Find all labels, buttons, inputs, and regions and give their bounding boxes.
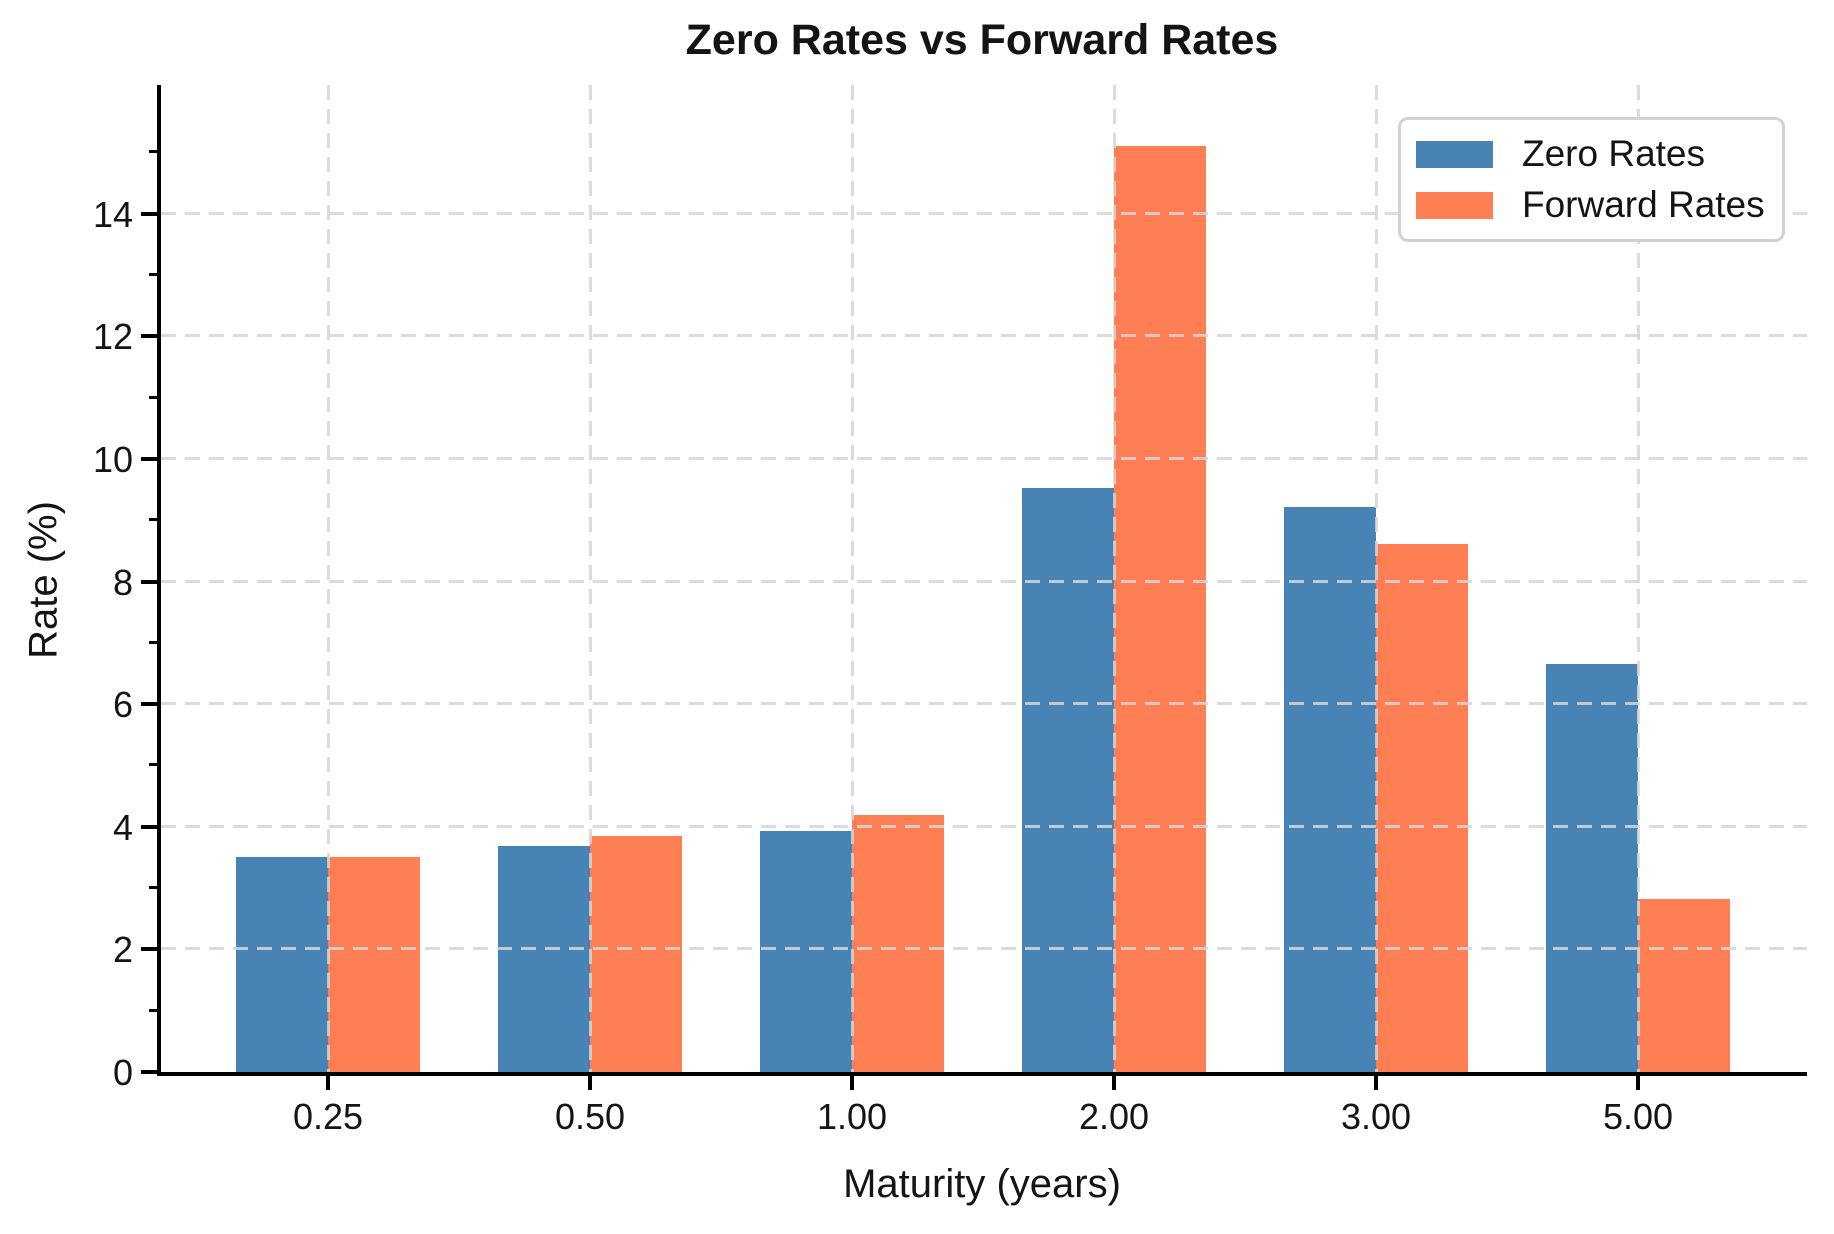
bar-zero-rates-5.00	[1546, 664, 1638, 1072]
y-tick-label: 8	[112, 562, 133, 603]
grid-line-y-8	[161, 580, 1807, 583]
y-axis-label: Rate (%)	[21, 501, 66, 659]
y-tick-minor-7	[149, 641, 161, 644]
x-tick-2.00	[1112, 1072, 1116, 1090]
y-tick-label: 4	[112, 807, 133, 848]
bar-zero-rates-3.00	[1284, 507, 1376, 1072]
x-tick-0.25	[326, 1072, 330, 1090]
y-tick-label: 14	[92, 194, 133, 235]
y-tick-label: 2	[112, 929, 133, 970]
y-tick-8	[141, 580, 161, 584]
y-tick-12	[141, 334, 161, 338]
bar-forward-rates-5.00	[1638, 899, 1730, 1072]
bar-forward-rates-1.00	[852, 815, 944, 1072]
bar-forward-rates-0.50	[590, 836, 682, 1072]
x-tick-label: 1.00	[816, 1096, 888, 1137]
y-tick-minor-15	[149, 150, 161, 153]
x-tick-5.00	[1636, 1072, 1640, 1090]
y-tick-2	[141, 947, 161, 951]
x-tick-3.00	[1374, 1072, 1378, 1090]
y-tick-label: 6	[112, 684, 133, 725]
x-axis-label: Maturity (years)	[843, 1162, 1121, 1206]
y-tick-label: 10	[92, 439, 133, 480]
zero-rates-swatch	[1416, 140, 1493, 168]
y-tick-minor-5	[149, 763, 161, 766]
x-tick-label: 5.00	[1602, 1096, 1674, 1137]
legend-label-forward-rates: Forward Rates	[1522, 184, 1765, 225]
y-tick-14	[141, 212, 161, 216]
bar-forward-rates-0.25	[328, 857, 420, 1072]
x-tick-label: 2.00	[1078, 1096, 1150, 1137]
x-tick-label: 3.00	[1340, 1096, 1412, 1137]
legend-item-zero-rates: Zero Rates	[1416, 133, 1764, 175]
bar-forward-rates-2.00	[1114, 146, 1206, 1072]
y-tick-label: 12	[92, 316, 133, 357]
y-tick-4	[141, 825, 161, 829]
legend-item-forward-rates: Forward Rates	[1416, 184, 1765, 226]
x-tick-1.00	[850, 1072, 854, 1090]
y-tick-minor-1	[149, 1009, 161, 1012]
y-tick-10	[141, 457, 161, 461]
y-tick-minor-13	[149, 273, 161, 276]
forward-rates-swatch	[1416, 191, 1493, 219]
bar-zero-rates-2.00	[1022, 488, 1114, 1072]
y-tick-0	[141, 1070, 161, 1074]
x-tick-label: 0.50	[554, 1096, 626, 1137]
grid-line-y-12	[161, 334, 1807, 337]
y-tick-minor-9	[149, 518, 161, 521]
y-tick-6	[141, 702, 161, 706]
x-tick-0.50	[588, 1072, 592, 1090]
bar-zero-rates-1.00	[760, 831, 852, 1072]
legend-label-zero-rates: Zero Rates	[1522, 133, 1706, 174]
x-tick-label: 0.25	[292, 1096, 364, 1137]
chart-title: Zero Rates vs Forward Rates	[685, 16, 1279, 64]
bar-zero-rates-0.25	[236, 857, 328, 1072]
legend: Zero Rates Forward Rates	[1398, 117, 1785, 242]
y-tick-minor-11	[149, 396, 161, 399]
y-tick-minor-3	[149, 886, 161, 889]
bar-forward-rates-3.00	[1376, 544, 1468, 1072]
y-tick-label: 0	[112, 1052, 133, 1093]
bar-zero-rates-0.50	[498, 846, 590, 1072]
grid-line-y-10	[161, 457, 1807, 460]
